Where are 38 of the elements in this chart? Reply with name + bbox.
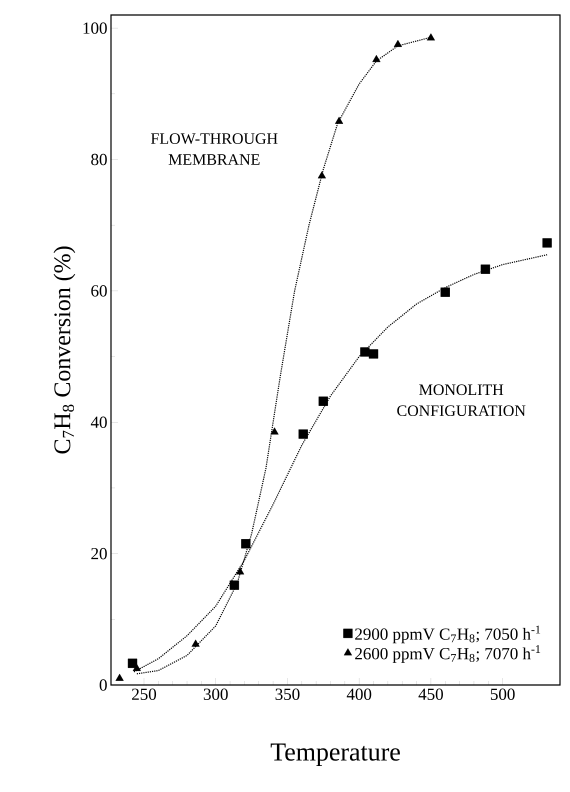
y-axis-title: C$_{7}$H$_{8}$ Conversion (%) [54,246,76,454]
x-tick-label: 300 [204,688,228,700]
annotation: FLOW-THROUGH MEMBRANE [150,133,278,165]
point [128,658,138,668]
point [440,288,450,297]
y-tick-label: 20 [91,548,107,560]
point [372,54,380,62]
point [426,33,435,40]
annotation: MONOLITH CONFIGURATION [397,384,526,416]
y-tick-label: 60 [91,285,107,297]
point [394,40,402,47]
x-tick-label: 500 [490,688,515,700]
point [318,396,328,406]
point [230,580,240,590]
point [241,539,251,548]
x-tick-label: 400 [346,688,372,700]
x-tick-label: 250 [132,688,156,700]
point [335,116,344,124]
legend-label: 2600 ppmV C$_{7}$H$_{8}$; 7070 h$^{-1}$ [355,645,540,663]
legend-label: 2900 ppmV C$_{7}$H$_{8}$; 7050 h$^{-1}$ [355,626,540,644]
x-tick-label: 350 [276,688,300,700]
x-axis-title: Temperature [270,744,400,766]
point [542,238,552,248]
point [480,264,490,274]
point [270,427,279,435]
y-tick-label: 80 [91,154,107,166]
y-tick-label: 40 [90,416,107,428]
point [298,429,308,439]
point [368,349,378,359]
point [192,640,200,647]
point [318,171,326,178]
point [236,567,244,574]
point [360,347,370,357]
x-tick-label: 450 [418,688,443,700]
y-tick-label: 0 [100,679,107,691]
point [116,674,124,681]
point [132,664,141,672]
y-tick-label: 100 [84,22,107,34]
